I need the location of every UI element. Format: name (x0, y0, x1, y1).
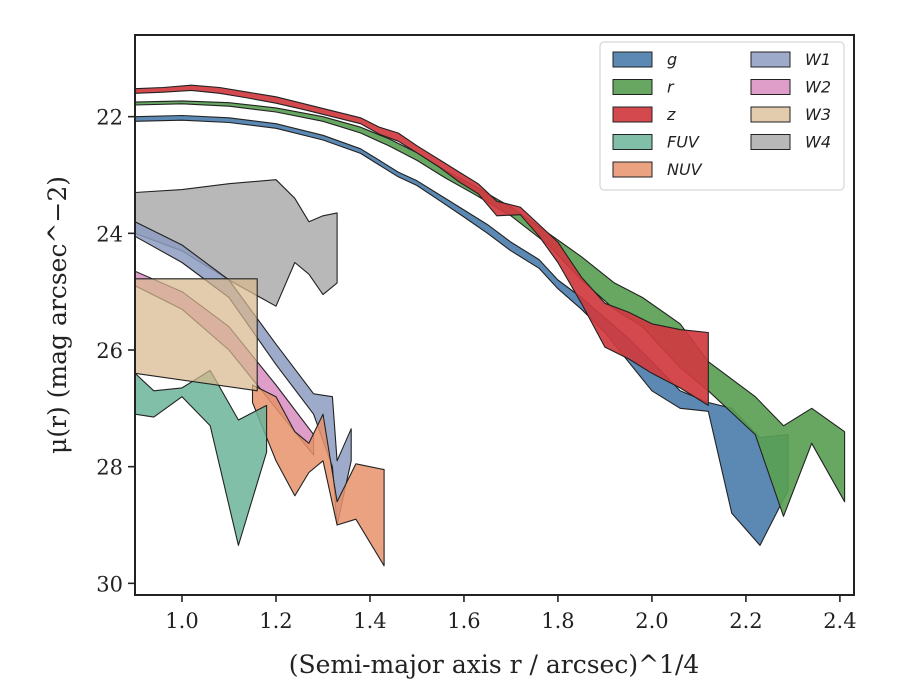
y-axis-ticks: 22 24 26 28 30 (96, 106, 135, 596)
band-z (135, 84, 709, 406)
legend: grz FUV NUV W1 W2 W3 W4 (599, 41, 845, 191)
legend-swatch (750, 134, 791, 150)
y-axis-label: μ(r) (mag arcsec^−2) (43, 176, 72, 454)
plot-frame (134, 34, 855, 596)
x-tick-label: 1.6 (447, 609, 480, 633)
legend-item-g: g (612, 50, 677, 69)
legend-item-z: z (612, 105, 676, 124)
legend-swatch (612, 161, 653, 178)
y-tick-label: 26 (96, 339, 123, 363)
legend-label: NUV (667, 160, 703, 179)
x-tick-label: 2.0 (635, 609, 668, 633)
legend-swatch (750, 79, 791, 95)
x-tick-label: 2.2 (729, 609, 762, 633)
legend-label: g (667, 50, 677, 69)
profile-bands (135, 84, 846, 567)
legend-swatch (612, 106, 653, 123)
y-tick-label: 22 (96, 106, 123, 130)
band-fuv (135, 369, 268, 546)
band-w3 (135, 278, 258, 392)
legend-swatch (612, 79, 653, 95)
x-tick-label: 1.2 (259, 609, 292, 633)
legend-item-w1: W1 (750, 50, 831, 69)
legend-item-w3: W3 (750, 105, 831, 124)
y-tick-label: 24 (96, 222, 123, 246)
x-tick-label: 1.4 (353, 609, 386, 633)
x-axis-label: (Semi-major axis r / arcsec)^1/4 (289, 650, 700, 679)
band-nuv (251, 384, 385, 567)
legend-swatch (612, 134, 653, 150)
legend-label: W2 (805, 78, 831, 97)
y-tick-label: 30 (96, 572, 123, 596)
legend-label: W4 (805, 133, 831, 152)
legend-label: r (667, 78, 675, 97)
x-tick-label: 2.4 (823, 609, 856, 633)
legend-item-r: r (612, 78, 675, 97)
legend-swatch (612, 51, 653, 68)
legend-label: FUV (667, 133, 700, 152)
legend-item-nuv: NUV (612, 160, 703, 179)
legend-item-w4: W4 (750, 133, 831, 152)
legend-label: W3 (805, 105, 831, 124)
legend-swatch (750, 51, 791, 68)
legend-label: z (666, 105, 676, 124)
y-tick-label: 28 (96, 456, 123, 480)
legend-label: W1 (805, 50, 831, 69)
legend-item-w2: W2 (750, 78, 831, 97)
x-tick-label: 1.0 (165, 609, 198, 633)
legend-item-fuv: FUV (612, 133, 700, 152)
x-tick-label: 1.8 (541, 609, 574, 633)
legend-swatch (750, 106, 791, 123)
x-axis-ticks: 1.0 1.2 1.4 1.6 1.8 2.0 2.2 2.4 (165, 595, 857, 633)
